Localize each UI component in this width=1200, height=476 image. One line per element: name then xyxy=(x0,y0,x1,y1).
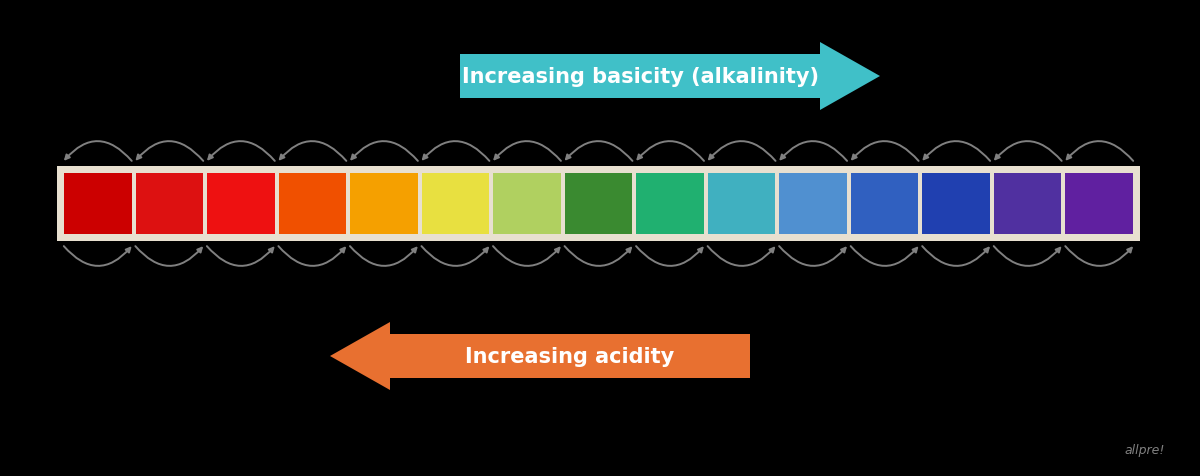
Bar xyxy=(421,174,490,235)
FancyArrowPatch shape xyxy=(494,142,560,161)
FancyArrowPatch shape xyxy=(780,142,847,161)
FancyArrowPatch shape xyxy=(1066,247,1132,266)
Bar xyxy=(136,174,203,235)
FancyArrowPatch shape xyxy=(851,247,917,266)
FancyArrowPatch shape xyxy=(564,247,631,266)
Bar xyxy=(350,174,418,235)
Bar xyxy=(278,174,346,235)
Bar xyxy=(1066,174,1133,235)
FancyArrowPatch shape xyxy=(636,247,702,266)
FancyArrowPatch shape xyxy=(852,142,918,161)
FancyArrowPatch shape xyxy=(137,142,203,161)
FancyArrowPatch shape xyxy=(278,247,344,266)
FancyArrowPatch shape xyxy=(566,142,632,161)
FancyArrowPatch shape xyxy=(65,142,132,161)
Bar xyxy=(923,174,990,235)
Polygon shape xyxy=(330,322,750,390)
FancyArrowPatch shape xyxy=(995,142,1062,161)
FancyArrowPatch shape xyxy=(493,247,559,266)
Bar xyxy=(851,174,918,235)
FancyArrowPatch shape xyxy=(136,247,202,266)
Bar xyxy=(994,174,1062,235)
FancyArrowPatch shape xyxy=(924,142,990,161)
FancyArrowPatch shape xyxy=(64,247,131,266)
FancyArrowPatch shape xyxy=(923,247,989,266)
Text: Increasing acidity: Increasing acidity xyxy=(466,346,674,366)
Bar xyxy=(708,174,775,235)
FancyArrowPatch shape xyxy=(637,142,704,161)
FancyArrowPatch shape xyxy=(206,247,274,266)
Bar xyxy=(493,174,560,235)
FancyArrowPatch shape xyxy=(352,142,418,161)
FancyArrowPatch shape xyxy=(350,247,416,266)
Polygon shape xyxy=(460,43,880,111)
FancyArrowPatch shape xyxy=(779,247,846,266)
FancyArrowPatch shape xyxy=(1067,142,1133,161)
Text: Increasing basicity (alkalinity): Increasing basicity (alkalinity) xyxy=(462,67,818,87)
FancyArrowPatch shape xyxy=(709,142,775,161)
FancyArrowPatch shape xyxy=(708,247,774,266)
Bar xyxy=(779,174,847,235)
Bar xyxy=(208,174,275,235)
FancyArrowPatch shape xyxy=(994,247,1061,266)
Bar xyxy=(565,174,632,235)
Bar xyxy=(636,174,703,235)
FancyArrowPatch shape xyxy=(421,247,488,266)
FancyArrowPatch shape xyxy=(422,142,490,161)
Text: allpre!: allpre! xyxy=(1124,443,1165,456)
FancyArrowPatch shape xyxy=(280,142,347,161)
FancyArrowPatch shape xyxy=(209,142,275,161)
Bar xyxy=(64,174,132,235)
Bar xyxy=(58,167,1140,241)
